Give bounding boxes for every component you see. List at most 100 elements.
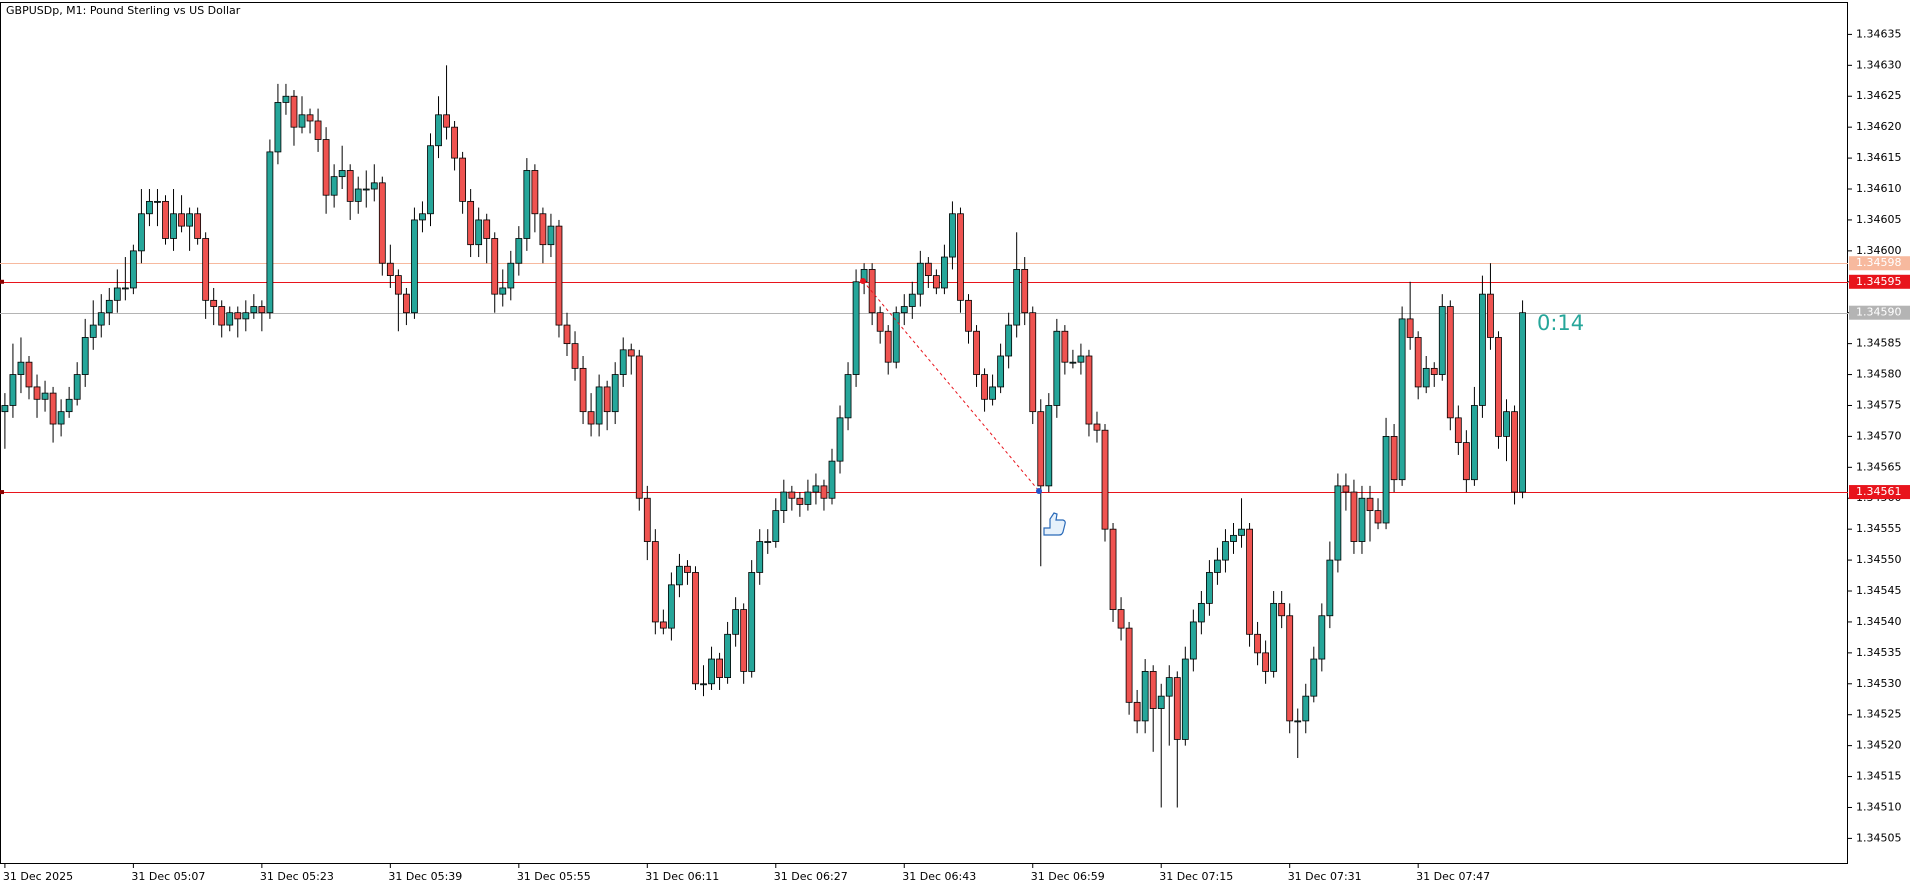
candle-body xyxy=(812,485,820,493)
candle-body xyxy=(635,355,643,499)
candle-body xyxy=(49,392,57,425)
candle-body xyxy=(796,497,804,505)
candle-body xyxy=(1270,602,1278,672)
level-label: 1.34561 xyxy=(1856,485,1902,498)
x-tick-label: 31 Dec 07:31 xyxy=(1288,870,1362,883)
candle-body xyxy=(515,238,523,264)
candle-body xyxy=(475,219,483,246)
y-tick-label: 1.34600 xyxy=(1856,244,1902,257)
level-label: 1.34598 xyxy=(1856,256,1902,269)
candle-body xyxy=(595,386,603,425)
candle-body xyxy=(1342,485,1350,493)
candle-body xyxy=(563,324,571,345)
candle-body xyxy=(1085,355,1093,425)
candle-body xyxy=(1511,411,1518,493)
candle-body xyxy=(1045,405,1053,487)
candle-body xyxy=(218,306,226,326)
candle-body xyxy=(981,374,988,400)
candle-body xyxy=(9,374,17,406)
candle-body xyxy=(250,306,258,314)
y-tick-label: 1.34565 xyxy=(1856,460,1902,473)
candle-body xyxy=(619,349,627,375)
candle-body xyxy=(1214,559,1221,573)
candle-body xyxy=(162,200,169,239)
y-tick-label: 1.34615 xyxy=(1856,151,1902,164)
candle-body xyxy=(1390,435,1398,481)
candle-body xyxy=(1,405,9,413)
candle-body xyxy=(467,200,475,246)
y-tick-label: 1.34625 xyxy=(1856,89,1902,102)
level-marker xyxy=(0,279,4,284)
candle-body xyxy=(788,491,796,499)
candle-body xyxy=(1197,602,1205,623)
thumb-icon xyxy=(1043,512,1066,536)
candle-body xyxy=(1382,435,1390,524)
candle-body xyxy=(266,151,274,314)
candle-body xyxy=(973,330,980,375)
candle-body xyxy=(957,213,964,301)
candle-body xyxy=(924,262,932,277)
candle-body xyxy=(684,565,691,573)
plot-frame xyxy=(0,2,1848,864)
candle-body xyxy=(242,312,250,320)
candle-body xyxy=(1013,269,1021,326)
candle-body xyxy=(1438,306,1446,375)
candle-body xyxy=(81,337,89,375)
candle-body xyxy=(1326,559,1334,617)
candle-body xyxy=(1398,318,1406,481)
y-tick-label: 1.34530 xyxy=(1856,677,1902,690)
candle-body xyxy=(97,312,105,326)
candle-body xyxy=(989,386,996,400)
candle-body xyxy=(1077,355,1085,363)
candle-body xyxy=(362,188,370,191)
candle-body xyxy=(1181,658,1189,740)
candle-body xyxy=(1318,615,1326,660)
candle-body xyxy=(1302,695,1310,722)
candle-body xyxy=(226,312,234,326)
candle-body xyxy=(659,621,667,629)
candle-body xyxy=(290,95,298,128)
candle-body xyxy=(419,213,426,221)
candle-body xyxy=(435,114,442,147)
candle-body xyxy=(1005,324,1013,357)
candle-body xyxy=(627,349,635,357)
candle-body xyxy=(322,139,330,196)
level-tag xyxy=(1849,274,1910,289)
candle-body xyxy=(17,361,25,375)
candle-body xyxy=(1278,602,1286,617)
candle-body xyxy=(459,157,467,202)
candle-body xyxy=(1117,609,1125,629)
y-tick-label: 1.34605 xyxy=(1856,213,1902,226)
candle-body xyxy=(65,398,73,413)
candle-body xyxy=(194,213,202,239)
candle-body xyxy=(539,213,547,246)
candle-body xyxy=(844,374,852,419)
candle-body xyxy=(1173,677,1181,740)
candle-body xyxy=(354,188,362,202)
candle-body xyxy=(716,658,723,678)
candle-body xyxy=(1414,337,1422,388)
candle-body xyxy=(121,287,129,290)
candle-body xyxy=(210,299,218,307)
x-tick-label: 31 Dec 05:39 xyxy=(388,870,462,883)
y-tick-label: 1.34550 xyxy=(1856,553,1902,566)
candle-body xyxy=(740,609,748,672)
y-tick-label: 1.34610 xyxy=(1856,182,1902,195)
candle-body xyxy=(1037,411,1045,487)
candle-body xyxy=(1101,429,1109,530)
candle-body xyxy=(1157,695,1165,709)
candle-body xyxy=(700,683,707,686)
x-tick-label: 31 Dec 06:27 xyxy=(774,870,848,883)
candle-body xyxy=(555,225,563,326)
candle-body xyxy=(1358,497,1366,542)
candle-body xyxy=(1262,652,1270,672)
candle-body xyxy=(804,491,812,505)
y-tick-label: 1.34540 xyxy=(1856,615,1902,628)
candle-body xyxy=(828,460,836,499)
candle-body xyxy=(57,411,65,425)
candle-body xyxy=(836,417,844,462)
y-tick-label: 1.34510 xyxy=(1856,800,1902,813)
candle-body xyxy=(692,572,699,685)
candle-body xyxy=(33,386,41,400)
level-tag xyxy=(1849,305,1910,320)
